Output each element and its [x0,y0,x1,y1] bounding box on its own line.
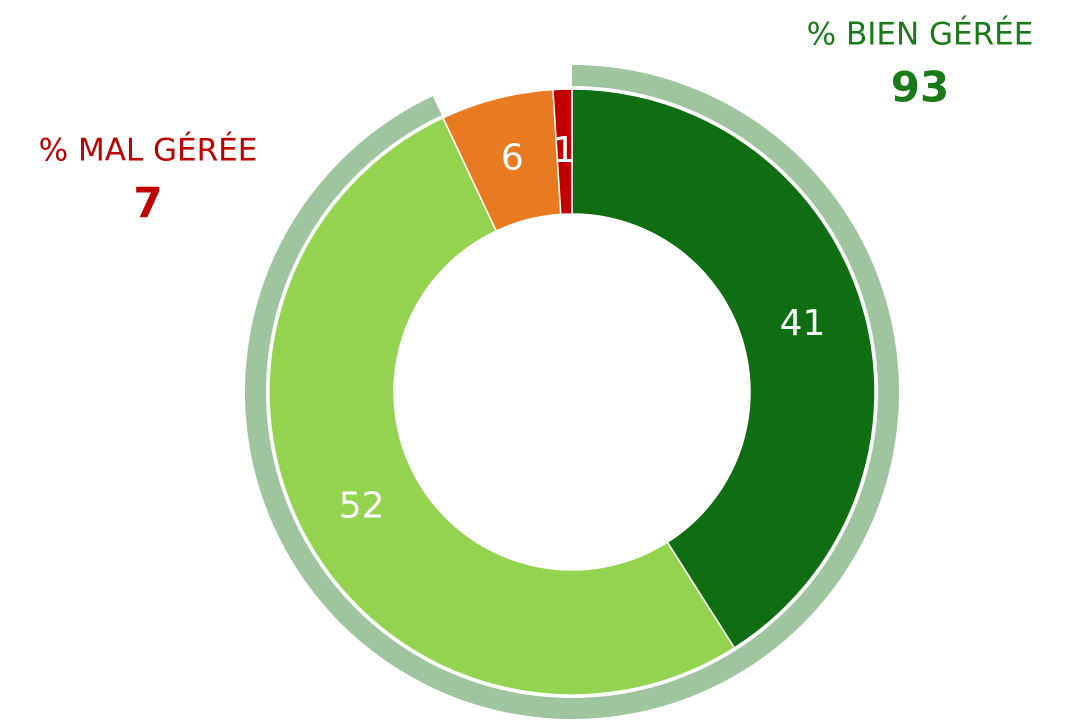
group-value: 7 [133,179,162,228]
slice-label: 6 [501,138,524,179]
group-label: % MAL GÉRÉE [39,133,258,169]
donut-slice [552,88,573,216]
slice-label: 41 [780,303,826,344]
slice-label: 1 [553,130,576,171]
donut-slice [571,88,876,649]
group-value: 93 [891,63,949,112]
slice-label: 52 [339,486,385,527]
donut-slice [268,116,736,696]
group-label: % BIEN GÉRÉE [807,17,1034,53]
